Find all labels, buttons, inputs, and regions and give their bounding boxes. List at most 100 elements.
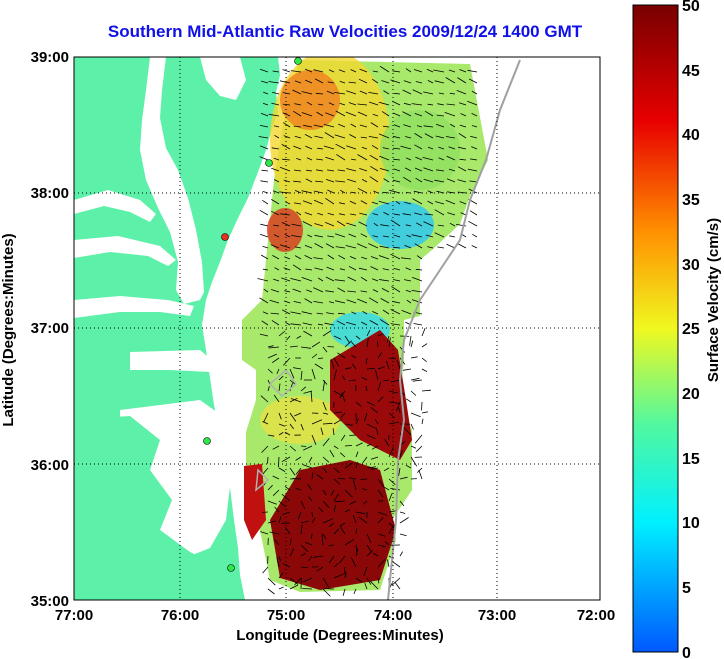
vector-arrow	[370, 266, 379, 271]
vector-arrow	[322, 533, 327, 540]
vector-arrow	[427, 80, 434, 84]
vector-arrow	[373, 190, 379, 194]
vector-arrow	[282, 158, 291, 161]
vector-arrow	[295, 456, 302, 461]
vector-arrow	[415, 268, 423, 271]
vector-arrow	[278, 330, 286, 337]
x-tick-label: 73:00	[478, 607, 516, 624]
vector-arrow	[333, 369, 337, 381]
vector-arrow	[446, 103, 456, 106]
vector-arrow	[308, 456, 313, 463]
y-tick-label: 37:00	[31, 320, 69, 337]
vector-arrow	[328, 69, 335, 73]
vector-arrow	[273, 157, 280, 161]
vector-arrow	[404, 428, 412, 436]
vector-arrow	[262, 421, 269, 425]
vector-arrow	[388, 525, 394, 535]
vector-arrow	[346, 222, 357, 227]
vector-arrow	[459, 158, 467, 161]
vector-arrow	[263, 412, 269, 423]
vector-arrow	[418, 469, 423, 480]
vector-arrow	[300, 520, 309, 524]
vector-arrow	[368, 136, 379, 139]
vector-arrow	[278, 375, 284, 381]
vector-arrow	[333, 357, 340, 367]
vector-arrow	[380, 224, 390, 227]
vector-arrow	[393, 234, 401, 238]
vector-arrow	[344, 423, 353, 426]
vector-arrow	[379, 155, 390, 161]
vector-arrow	[271, 199, 280, 205]
x-tick-label: 77:00	[55, 607, 93, 624]
chesapeake-bay	[140, 57, 204, 304]
vector-arrow	[357, 154, 368, 161]
vector-arrow	[292, 264, 302, 271]
vector-arrow	[335, 300, 346, 304]
vector-arrow	[289, 584, 299, 590]
vector-arrow	[371, 78, 379, 84]
vector-arrow	[388, 412, 395, 418]
vector-arrow	[273, 278, 280, 282]
velocity-zone-moderate-south	[260, 396, 340, 444]
vector-arrow	[260, 531, 269, 535]
vector-arrow	[399, 500, 405, 507]
vector-arrow	[470, 135, 478, 139]
vector-arrow	[342, 375, 346, 381]
vector-arrow	[322, 438, 330, 447]
vector-arrow	[361, 488, 368, 491]
vector-arrow	[289, 548, 295, 557]
vector-arrow	[369, 320, 379, 326]
vector-arrow	[388, 421, 399, 425]
vector-arrow	[366, 577, 372, 585]
vector-arrow	[303, 390, 313, 394]
vector-arrow	[381, 80, 390, 84]
vector-arrow	[267, 368, 273, 374]
vector-arrow	[274, 506, 280, 513]
vector-arrow	[405, 464, 412, 469]
vector-arrow	[396, 401, 401, 412]
vector-arrow	[365, 385, 368, 392]
vector-arrow	[366, 423, 376, 429]
vector-arrow	[322, 500, 330, 508]
vector-arrow	[364, 583, 368, 590]
vector-arrow	[384, 486, 390, 491]
vector-arrow	[262, 102, 269, 106]
vector-arrow	[302, 221, 313, 227]
vector-arrow	[316, 111, 324, 117]
vector-arrow	[260, 180, 269, 183]
vector-arrow	[282, 103, 291, 106]
vector-arrow	[424, 110, 434, 117]
velocity-zone-max-east	[330, 330, 412, 460]
vector-arrow	[317, 323, 324, 326]
vector-arrow	[300, 371, 303, 381]
vector-arrow	[271, 91, 280, 95]
vector-arrow	[326, 266, 335, 271]
vector-arrow	[325, 290, 335, 293]
vector-arrow	[405, 398, 412, 403]
vector-arrow	[294, 80, 302, 84]
vector-arrow	[359, 168, 368, 172]
vector-arrow	[471, 146, 478, 150]
vector-arrow	[272, 475, 280, 480]
vector-arrow	[423, 221, 434, 227]
vector-arrow	[261, 445, 269, 453]
vector-arrow	[347, 290, 357, 293]
vector-arrow	[316, 158, 324, 161]
vector-arrow	[355, 511, 366, 515]
vector-arrow	[282, 69, 291, 73]
vector-arrow	[286, 335, 291, 341]
vector-arrow	[295, 467, 302, 475]
vector-arrow	[314, 135, 324, 139]
vector-arrow	[377, 396, 384, 403]
vector-arrow	[305, 268, 313, 271]
vector-arrow	[392, 179, 401, 183]
vector-arrow	[348, 233, 357, 238]
vector-arrow	[327, 235, 335, 238]
vector-arrow	[410, 356, 418, 359]
vector-arrow	[388, 478, 396, 485]
vector-arrow	[448, 168, 456, 172]
plot-frame	[73, 56, 601, 601]
vector-arrow	[376, 341, 379, 348]
vector-arrow	[467, 100, 478, 106]
